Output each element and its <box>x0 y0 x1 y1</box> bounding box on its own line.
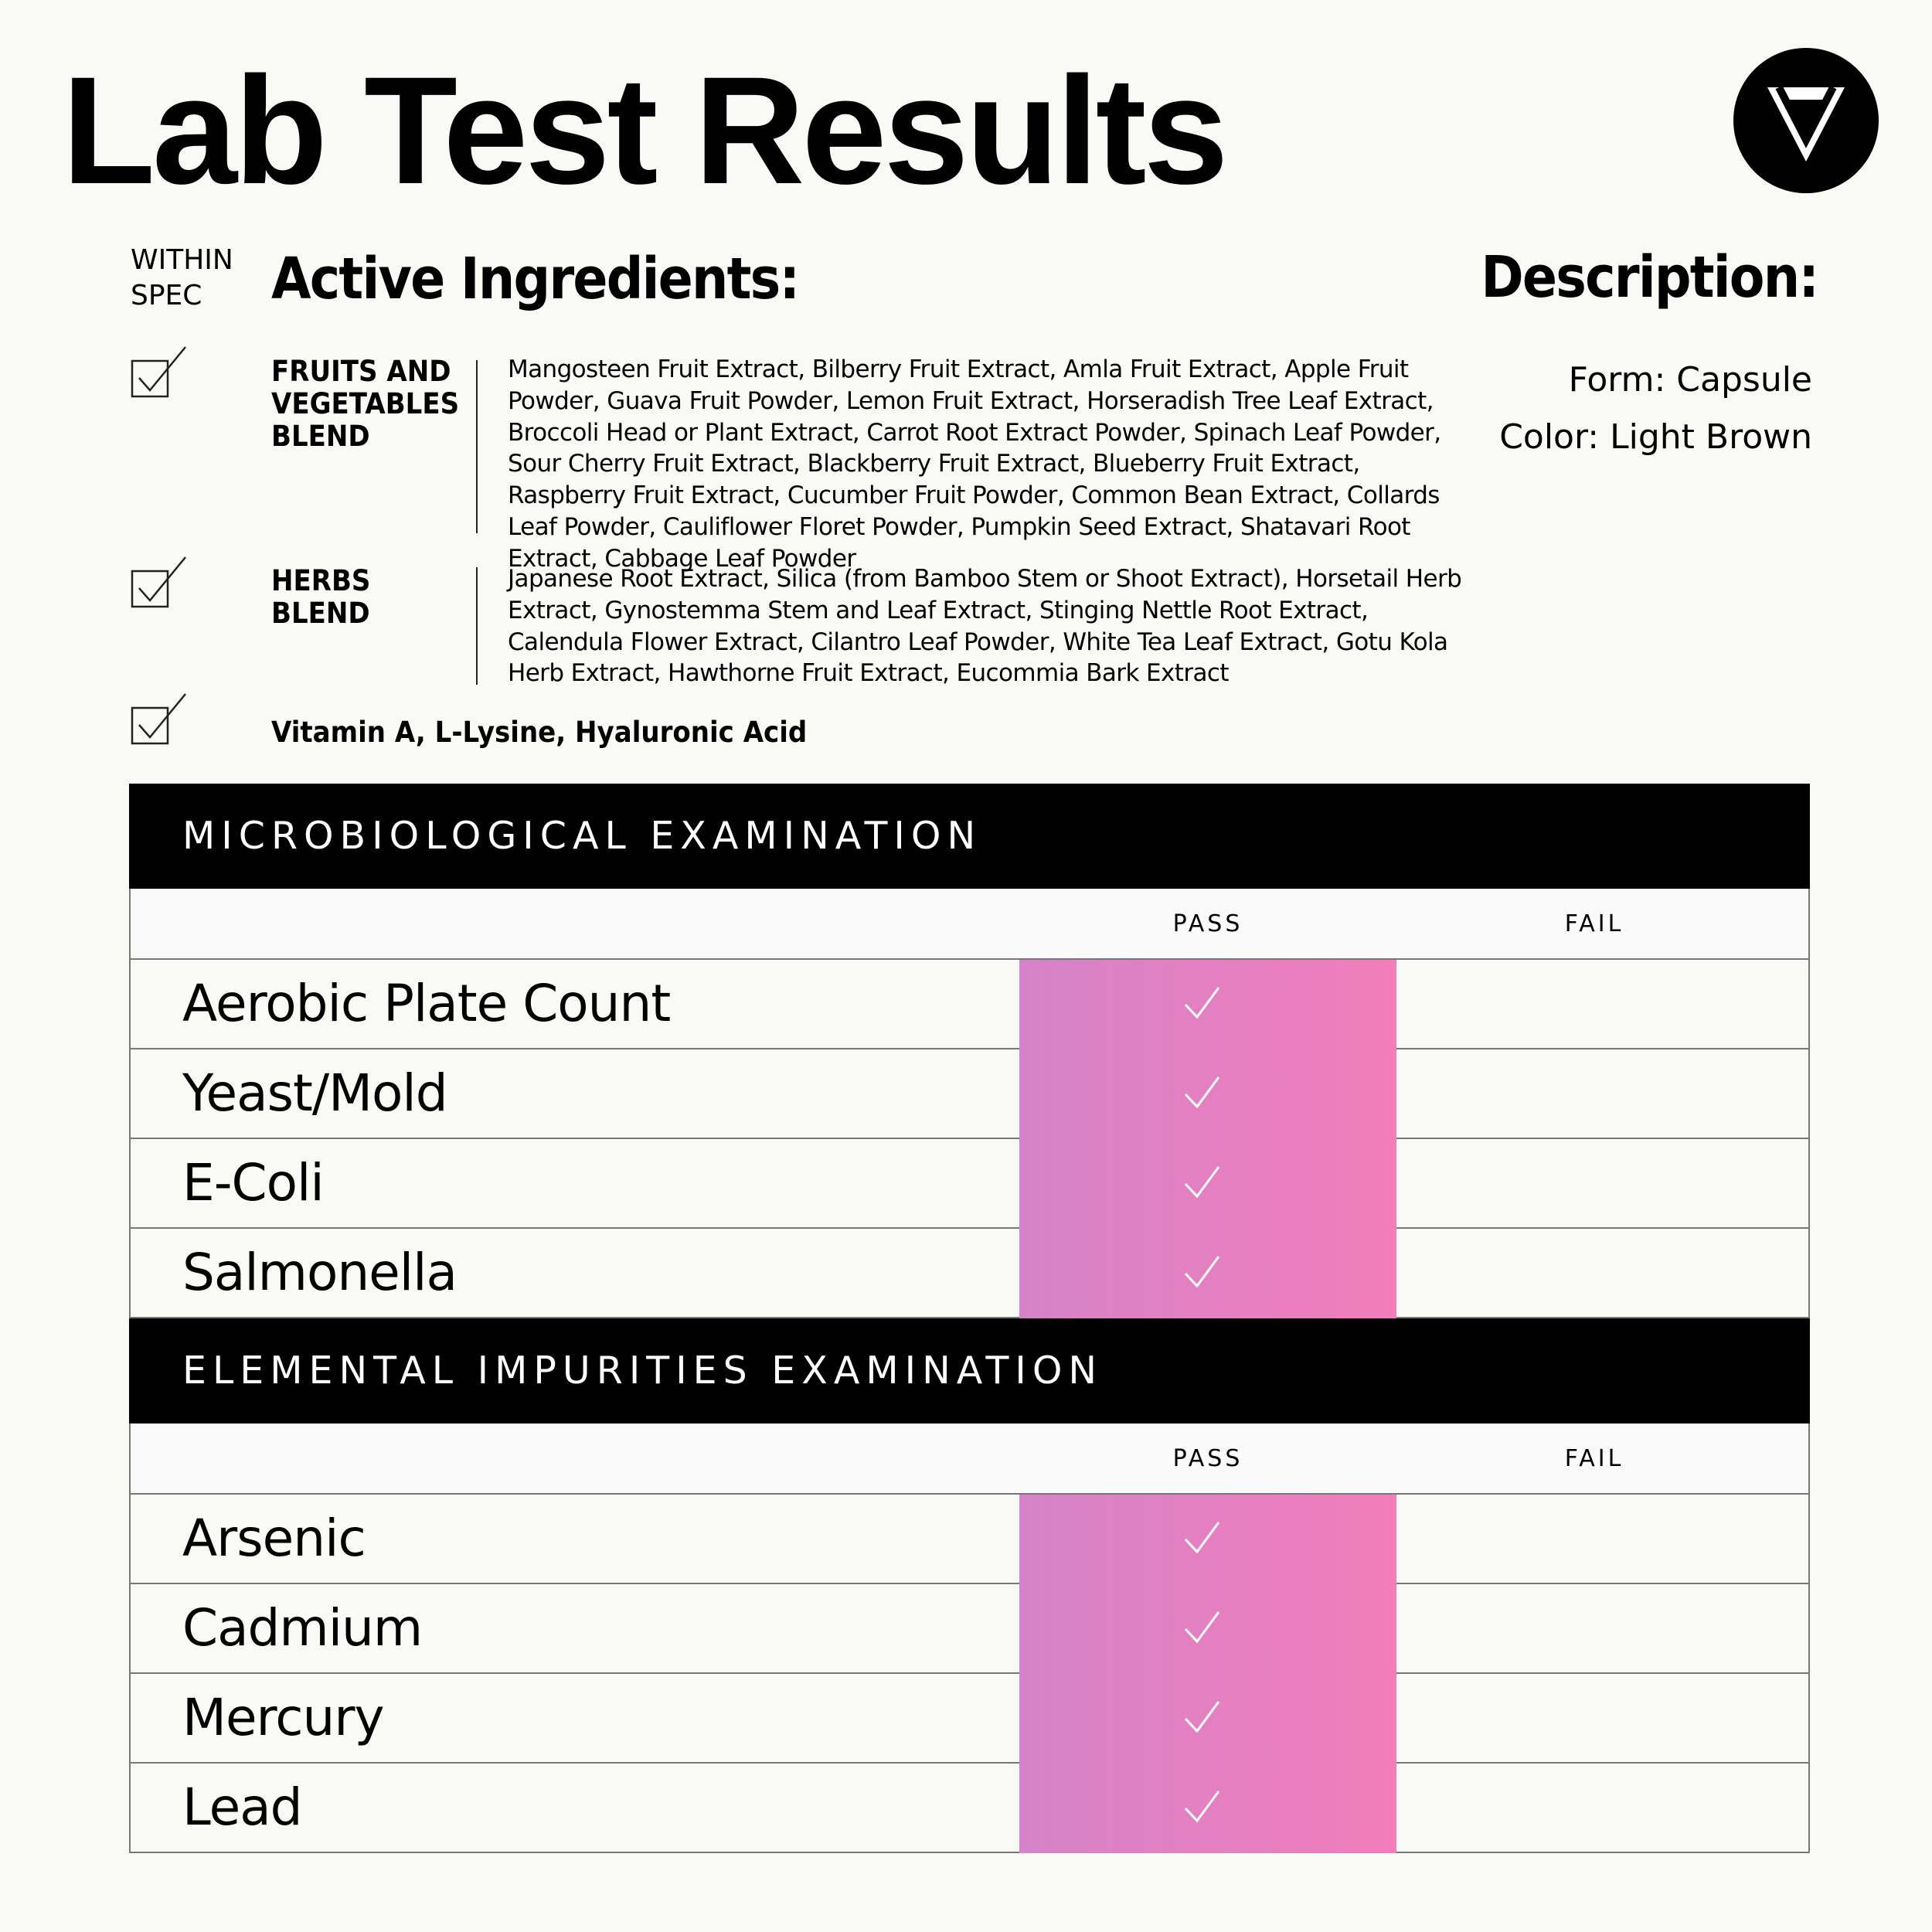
pass-check <box>1183 1074 1222 1113</box>
description-line: Color: Light Brown <box>1499 417 1812 457</box>
test-name: Yeast/Mold <box>182 1063 448 1123</box>
group-items: Japanese Root Extract, Silica (from Bamb… <box>508 565 1462 688</box>
ingredients-heading: Active Ingredients: <box>271 246 800 312</box>
pass-cell <box>1019 1229 1396 1318</box>
pass-cell <box>1019 1764 1396 1853</box>
section-title: MICROBIOLOGICAL EXAMINATION <box>129 784 1810 889</box>
pass-cell <box>1019 1495 1396 1584</box>
column-header: PASS <box>1172 1445 1243 1472</box>
test-name: Lead <box>182 1777 303 1837</box>
test-name: Mercury <box>182 1688 385 1747</box>
result-row: Yeast/Mold <box>129 1049 1810 1139</box>
pass-check <box>1183 1609 1222 1648</box>
within-spec-label: WITHIN SPEC <box>131 244 233 311</box>
checkbox <box>131 346 186 398</box>
pass-check <box>1183 1519 1222 1558</box>
pass-cell <box>1019 1674 1396 1764</box>
pass-cell <box>1019 1139 1396 1229</box>
pass-check <box>1183 985 1222 1023</box>
logo <box>1733 48 1879 193</box>
column-header: FAIL <box>1564 910 1624 937</box>
pass-cell <box>1019 960 1396 1049</box>
checkbox <box>131 556 186 608</box>
divider <box>476 360 478 533</box>
pass-check <box>1183 1788 1222 1827</box>
group-name: HERBS BLEND <box>271 564 371 630</box>
pass-cell <box>1019 1049 1396 1139</box>
page-title: Lab Test Results <box>62 45 1229 216</box>
group-name: FRUITS AND VEGETABLES BLEND <box>271 355 460 453</box>
column-header: PASS <box>1172 910 1243 937</box>
section-title: ELEMENTAL IMPURITIES EXAMINATION <box>129 1318 1810 1423</box>
checkbox <box>131 693 186 745</box>
result-row: E-Coli <box>129 1139 1810 1229</box>
pass-cell <box>1019 1584 1396 1674</box>
pass-check <box>1183 1164 1222 1202</box>
result-row: Cadmium <box>129 1584 1810 1674</box>
result-row: Mercury <box>129 1674 1810 1764</box>
description-heading: Description: <box>1481 244 1819 311</box>
test-name: Aerobic Plate Count <box>182 974 671 1033</box>
result-row: Arsenic <box>129 1495 1810 1584</box>
column-header-row: PASS FAIL <box>129 1423 1810 1495</box>
results-tables: MICROBIOLOGICAL EXAMINATION PASS FAIL Aerob… <box>129 784 1810 1853</box>
test-name: E-Coli <box>182 1153 325 1213</box>
column-header: FAIL <box>1564 1445 1624 1472</box>
group-items: Mangosteen Fruit Extract, Bilberry Fruit… <box>508 355 1441 573</box>
test-name: Arsenic <box>182 1509 366 1568</box>
divider <box>476 567 478 685</box>
pass-check <box>1183 1699 1222 1737</box>
description-line: Form: Capsule <box>1568 360 1812 400</box>
result-row: Aerobic Plate Count <box>129 960 1810 1049</box>
result-row: Salmonella <box>129 1229 1810 1318</box>
other-ingredients: Vitamin A, L-Lysine, Hyaluronic Acid <box>271 716 808 749</box>
pass-check <box>1183 1253 1222 1292</box>
test-name: Cadmium <box>182 1598 423 1658</box>
test-name: Salmonella <box>182 1243 457 1302</box>
result-row: Lead <box>129 1764 1810 1853</box>
column-header-row: PASS FAIL <box>129 889 1810 960</box>
